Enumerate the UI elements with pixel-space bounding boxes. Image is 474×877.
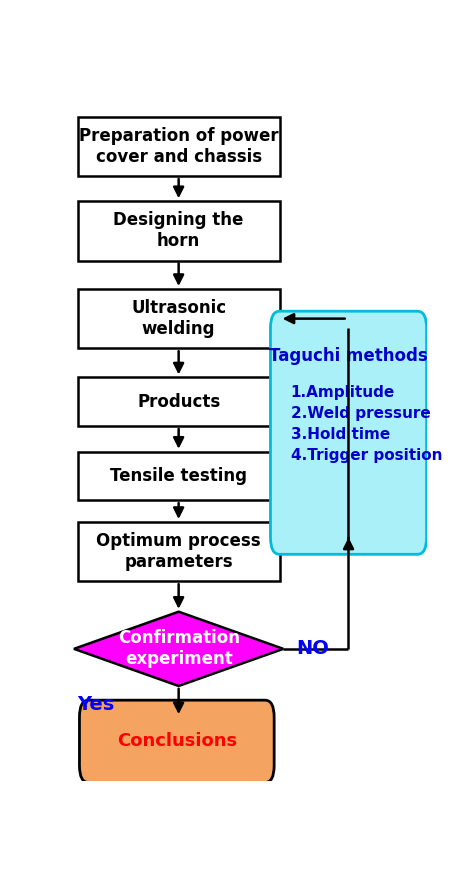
FancyBboxPatch shape <box>80 700 274 782</box>
Text: 1.Amplitude
2.Weld pressure
3.Hold time
4.Trigger position: 1.Amplitude 2.Weld pressure 3.Hold time … <box>291 386 442 463</box>
FancyBboxPatch shape <box>271 311 427 554</box>
FancyBboxPatch shape <box>78 522 280 581</box>
Text: Conclusions: Conclusions <box>117 732 237 751</box>
Text: NO: NO <box>296 639 329 659</box>
FancyBboxPatch shape <box>78 289 280 348</box>
FancyBboxPatch shape <box>78 201 280 260</box>
Text: Designing the
horn: Designing the horn <box>113 211 244 250</box>
Polygon shape <box>74 612 283 686</box>
Text: Optimum process
parameters: Optimum process parameters <box>96 532 261 571</box>
FancyBboxPatch shape <box>78 452 280 500</box>
Text: Confirmation
experiment: Confirmation experiment <box>118 630 240 668</box>
Text: Preparation of power
cover and chassis: Preparation of power cover and chassis <box>79 127 278 166</box>
Text: Tensile testing: Tensile testing <box>110 467 247 485</box>
Text: Taguchi methods: Taguchi methods <box>269 347 428 365</box>
FancyBboxPatch shape <box>78 117 280 176</box>
FancyBboxPatch shape <box>78 377 280 426</box>
Text: Ultrasonic
welding: Ultrasonic welding <box>131 299 226 338</box>
Text: Yes: Yes <box>77 695 115 715</box>
Text: Products: Products <box>137 393 220 410</box>
